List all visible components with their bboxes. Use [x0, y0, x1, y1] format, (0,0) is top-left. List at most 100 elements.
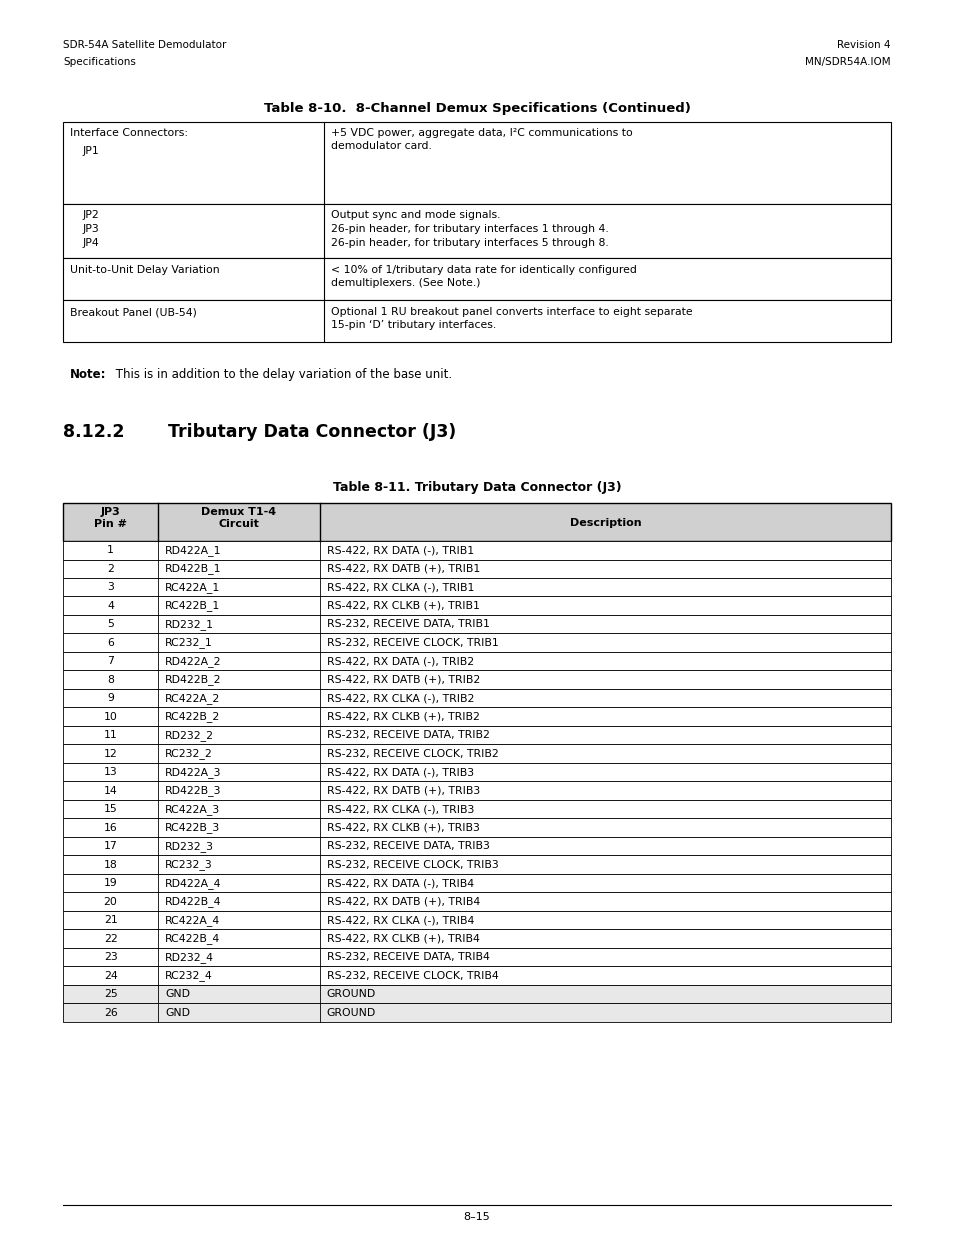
Text: GROUND: GROUND	[326, 1008, 375, 1018]
Text: RD232_2: RD232_2	[165, 730, 214, 741]
Text: 6: 6	[107, 637, 114, 647]
Text: Table 8-10.  8-Channel Demux Specifications (Continued): Table 8-10. 8-Channel Demux Specificatio…	[263, 103, 690, 115]
Bar	[63, 986, 890, 1004]
Text: RC232_4: RC232_4	[165, 971, 213, 981]
Text: RD422B_3: RD422B_3	[165, 785, 221, 797]
Text: 1: 1	[107, 545, 114, 556]
Bar	[63, 122, 890, 204]
Bar	[63, 597, 890, 615]
Text: RC422A_3: RC422A_3	[165, 804, 220, 815]
Text: RC422B_4: RC422B_4	[165, 934, 220, 945]
Text: RS-232, RECEIVE DATA, TRIB2: RS-232, RECEIVE DATA, TRIB2	[326, 730, 489, 740]
Text: 12: 12	[104, 748, 117, 758]
Text: RD232_3: RD232_3	[165, 841, 214, 852]
Text: Unit-to-Unit Delay Variation: Unit-to-Unit Delay Variation	[70, 266, 219, 275]
Bar	[63, 1004, 890, 1023]
Text: RD232_4: RD232_4	[165, 952, 214, 963]
Text: 18: 18	[104, 860, 117, 869]
Bar	[63, 300, 890, 342]
Bar	[63, 856, 890, 874]
Text: RS-422, RX CLKA (-), TRIB3: RS-422, RX CLKA (-), TRIB3	[326, 804, 474, 814]
Bar	[63, 559, 890, 578]
Text: RS-422, RX CLKB (+), TRIB1: RS-422, RX CLKB (+), TRIB1	[326, 600, 479, 611]
Text: RS-422, RX CLKA (-), TRIB2: RS-422, RX CLKA (-), TRIB2	[326, 693, 474, 703]
Text: RD422A_3: RD422A_3	[165, 767, 221, 778]
Text: 7: 7	[107, 656, 114, 666]
Text: 25: 25	[104, 989, 117, 999]
Text: 11: 11	[104, 730, 117, 740]
Text: RS-422, RX CLKA (-), TRIB1: RS-422, RX CLKA (-), TRIB1	[326, 582, 474, 593]
Bar	[63, 837, 890, 856]
Text: RC422A_4: RC422A_4	[165, 915, 220, 926]
Text: Optional 1 RU breakout panel converts interface to eight separate
15-pin ‘D’ tri: Optional 1 RU breakout panel converts in…	[331, 308, 692, 330]
Text: 16: 16	[104, 823, 117, 832]
Text: RS-232, RECEIVE CLOCK, TRIB3: RS-232, RECEIVE CLOCK, TRIB3	[326, 860, 497, 869]
Text: 9: 9	[107, 693, 114, 703]
Text: Interface Connectors:: Interface Connectors:	[70, 128, 188, 138]
Text: RD232_1: RD232_1	[165, 619, 214, 630]
Text: GND: GND	[165, 989, 190, 999]
Text: RC422A_2: RC422A_2	[165, 693, 220, 704]
Text: RS-422, RX CLKA (-), TRIB4: RS-422, RX CLKA (-), TRIB4	[326, 915, 474, 925]
Text: RS-422, RX DATB (+), TRIB2: RS-422, RX DATB (+), TRIB2	[326, 674, 479, 684]
Text: 21: 21	[104, 915, 117, 925]
Bar	[63, 615, 890, 634]
Text: 23: 23	[104, 952, 117, 962]
Text: Revision 4: Revision 4	[837, 40, 890, 49]
Text: RD422A_2: RD422A_2	[165, 656, 221, 667]
Text: JP2
JP3
JP4: JP2 JP3 JP4	[83, 210, 100, 248]
Text: 2: 2	[107, 563, 114, 574]
Text: RS-232, RECEIVE CLOCK, TRIB4: RS-232, RECEIVE CLOCK, TRIB4	[326, 971, 497, 981]
Text: RS-422, RX DATB (+), TRIB3: RS-422, RX DATB (+), TRIB3	[326, 785, 479, 795]
Text: RC232_2: RC232_2	[165, 748, 213, 760]
Text: RC422B_1: RC422B_1	[165, 600, 220, 611]
Text: 20: 20	[104, 897, 117, 906]
Text: 8: 8	[107, 674, 114, 684]
Bar	[63, 652, 890, 671]
Bar	[63, 258, 890, 300]
Text: 15: 15	[104, 804, 117, 814]
Text: Specifications: Specifications	[63, 57, 135, 67]
Text: 8.12.2: 8.12.2	[63, 424, 125, 441]
Text: 22: 22	[104, 934, 117, 944]
Text: RS-422, RX CLKB (+), TRIB2: RS-422, RX CLKB (+), TRIB2	[326, 711, 479, 721]
Bar	[63, 967, 890, 986]
Bar	[63, 782, 890, 800]
Bar	[63, 948, 890, 967]
Bar	[63, 708, 890, 726]
Bar	[63, 204, 890, 258]
Text: Demux T1-4
Circuit: Demux T1-4 Circuit	[201, 508, 276, 529]
Text: JP1: JP1	[83, 146, 100, 156]
Text: 14: 14	[104, 785, 117, 795]
Text: RC422A_1: RC422A_1	[165, 582, 220, 593]
Text: RS-232, RECEIVE DATA, TRIB1: RS-232, RECEIVE DATA, TRIB1	[326, 619, 489, 630]
Text: RC232_1: RC232_1	[165, 637, 213, 648]
Text: RS-232, RECEIVE CLOCK, TRIB2: RS-232, RECEIVE CLOCK, TRIB2	[326, 748, 497, 758]
Bar	[63, 541, 890, 559]
Bar	[63, 726, 890, 745]
Text: < 10% of 1/tributary data rate for identically configured
demultiplexers. (See N: < 10% of 1/tributary data rate for ident…	[331, 266, 636, 288]
Text: RS-422, RX DATA (-), TRIB3: RS-422, RX DATA (-), TRIB3	[326, 767, 474, 777]
Bar	[63, 745, 890, 763]
Text: RD422B_1: RD422B_1	[165, 563, 221, 574]
Text: Note:: Note:	[70, 368, 107, 382]
Text: RD422A_4: RD422A_4	[165, 878, 221, 889]
Bar	[63, 911, 890, 930]
Text: RS-232, RECEIVE CLOCK, TRIB1: RS-232, RECEIVE CLOCK, TRIB1	[326, 637, 497, 647]
Text: RC422B_3: RC422B_3	[165, 823, 220, 834]
Bar	[63, 634, 890, 652]
Text: GROUND: GROUND	[326, 989, 375, 999]
Text: RS-422, RX DATA (-), TRIB2: RS-422, RX DATA (-), TRIB2	[326, 656, 474, 666]
Text: Tributary Data Connector (J3): Tributary Data Connector (J3)	[168, 424, 456, 441]
Text: 5: 5	[107, 619, 114, 630]
Text: 19: 19	[104, 878, 117, 888]
Text: RD422B_4: RD422B_4	[165, 897, 221, 908]
Bar	[63, 874, 890, 893]
Text: 8–15: 8–15	[463, 1212, 490, 1221]
Text: This is in addition to the delay variation of the base unit.: This is in addition to the delay variati…	[112, 368, 452, 382]
Text: RD422A_1: RD422A_1	[165, 545, 221, 556]
Bar	[63, 503, 890, 541]
Text: Description: Description	[569, 517, 640, 529]
Text: Breakout Panel (UB-54): Breakout Panel (UB-54)	[70, 308, 196, 317]
Bar	[63, 578, 890, 597]
